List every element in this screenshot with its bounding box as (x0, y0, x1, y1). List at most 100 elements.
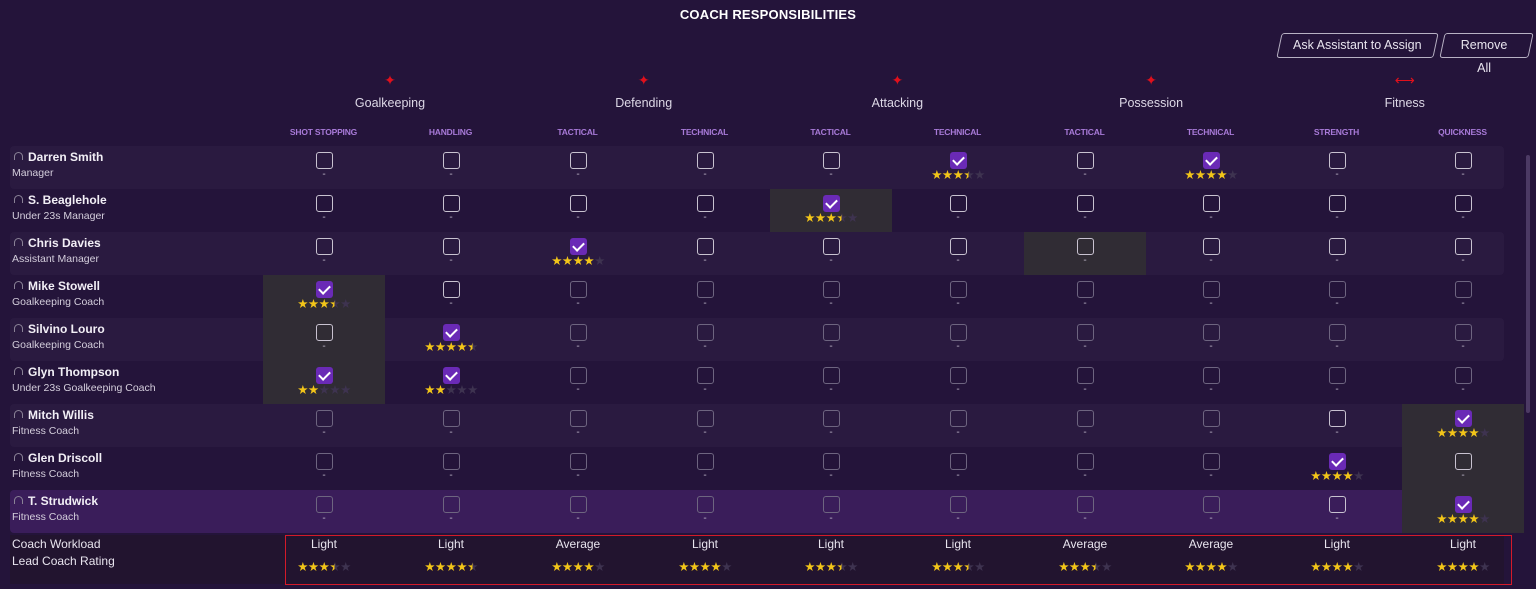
coach-name[interactable]: Mike Stowell (14, 279, 100, 293)
ask-assistant-to-assign-button[interactable]: Ask Assistant to Assign (1276, 33, 1439, 58)
responsibility-checkbox[interactable] (1203, 453, 1220, 470)
responsibility-checkbox[interactable] (1455, 453, 1472, 470)
responsibility-checkbox[interactable] (950, 496, 967, 513)
responsibility-checkbox[interactable] (697, 496, 714, 513)
responsibility-checkbox[interactable] (1077, 281, 1094, 298)
column-header[interactable]: TACTICAL (557, 127, 598, 137)
responsibility-checkbox[interactable] (1455, 195, 1472, 212)
coach-row[interactable]: Chris Davies Assistant Manager (10, 232, 1504, 275)
responsibility-checkbox[interactable] (823, 496, 840, 513)
responsibility-checkbox[interactable] (570, 324, 587, 341)
responsibility-checkbox[interactable] (1077, 453, 1094, 470)
responsibility-checkbox[interactable] (823, 410, 840, 427)
responsibility-checkbox[interactable] (950, 238, 967, 255)
responsibility-checkbox[interactable] (316, 496, 333, 513)
responsibility-checkbox[interactable] (1203, 238, 1220, 255)
responsibility-checkbox[interactable] (1203, 152, 1220, 169)
responsibility-checkbox[interactable] (570, 152, 587, 169)
responsibility-checkbox[interactable] (823, 324, 840, 341)
responsibility-checkbox[interactable] (697, 410, 714, 427)
responsibility-checkbox[interactable] (823, 152, 840, 169)
responsibility-checkbox[interactable] (697, 324, 714, 341)
coach-name[interactable]: Glen Driscoll (14, 451, 102, 465)
responsibility-checkbox[interactable] (1455, 496, 1472, 513)
responsibility-checkbox[interactable] (950, 324, 967, 341)
responsibility-checkbox[interactable] (1077, 324, 1094, 341)
responsibility-checkbox[interactable] (823, 453, 840, 470)
coach-row[interactable]: Silvino Louro Goalkeeping Coach (10, 318, 1504, 361)
responsibility-checkbox[interactable] (950, 410, 967, 427)
responsibility-checkbox[interactable] (1203, 410, 1220, 427)
responsibility-checkbox[interactable] (316, 367, 333, 384)
responsibility-checkbox[interactable] (697, 195, 714, 212)
column-header[interactable]: QUICKNESS (1438, 127, 1487, 137)
responsibility-checkbox[interactable] (823, 238, 840, 255)
column-header[interactable]: TACTICAL (810, 127, 851, 137)
coach-row[interactable]: S. Beaglehole Under 23s Manager (10, 189, 1504, 232)
responsibility-checkbox[interactable] (697, 152, 714, 169)
responsibility-checkbox[interactable] (570, 453, 587, 470)
responsibility-checkbox[interactable] (443, 367, 460, 384)
responsibility-checkbox[interactable] (1455, 324, 1472, 341)
column-header[interactable]: HANDLING (428, 127, 473, 137)
responsibility-checkbox[interactable] (1329, 453, 1346, 470)
responsibility-checkbox[interactable] (1203, 324, 1220, 341)
responsibility-checkbox[interactable] (1455, 238, 1472, 255)
responsibility-checkbox[interactable] (1455, 152, 1472, 169)
coach-name[interactable]: Silvino Louro (14, 322, 105, 336)
responsibility-checkbox[interactable] (316, 195, 333, 212)
column-header[interactable]: TECHNICAL (680, 127, 729, 137)
column-header[interactable]: STRENGTH (1313, 127, 1360, 137)
responsibility-checkbox[interactable] (1455, 367, 1472, 384)
responsibility-checkbox[interactable] (697, 238, 714, 255)
responsibility-checkbox[interactable] (1329, 195, 1346, 212)
responsibility-checkbox[interactable] (1077, 238, 1094, 255)
coach-name[interactable]: S. Beaglehole (14, 193, 107, 207)
responsibility-checkbox[interactable] (697, 367, 714, 384)
responsibility-checkbox[interactable] (823, 367, 840, 384)
responsibility-checkbox[interactable] (316, 324, 333, 341)
responsibility-checkbox[interactable] (443, 195, 460, 212)
responsibility-checkbox[interactable] (316, 453, 333, 470)
responsibility-checkbox[interactable] (1455, 410, 1472, 427)
responsibility-checkbox[interactable] (1203, 281, 1220, 298)
column-header[interactable]: TECHNICAL (1186, 127, 1235, 137)
column-header[interactable]: SHOT STOPPING (289, 127, 358, 137)
responsibility-checkbox[interactable] (570, 238, 587, 255)
responsibility-checkbox[interactable] (1329, 367, 1346, 384)
responsibility-checkbox[interactable] (443, 496, 460, 513)
responsibility-checkbox[interactable] (823, 195, 840, 212)
responsibility-checkbox[interactable] (1329, 324, 1346, 341)
coach-name[interactable]: Glyn Thompson (14, 365, 119, 379)
responsibility-checkbox[interactable] (1329, 152, 1346, 169)
responsibility-checkbox[interactable] (1077, 367, 1094, 384)
responsibility-checkbox[interactable] (1329, 410, 1346, 427)
coach-name[interactable]: Darren Smith (14, 150, 103, 164)
responsibility-checkbox[interactable] (1329, 238, 1346, 255)
coach-row[interactable]: Darren Smith Manager (10, 146, 1504, 189)
responsibility-checkbox[interactable] (1203, 496, 1220, 513)
responsibility-checkbox[interactable] (570, 367, 587, 384)
responsibility-checkbox[interactable] (316, 410, 333, 427)
responsibility-checkbox[interactable] (1077, 195, 1094, 212)
responsibility-checkbox[interactable] (443, 324, 460, 341)
coach-row[interactable]: Mike Stowell Goalkeeping Coach (10, 275, 1504, 318)
responsibility-checkbox[interactable] (697, 453, 714, 470)
responsibility-checkbox[interactable] (950, 281, 967, 298)
responsibility-checkbox[interactable] (823, 281, 840, 298)
responsibility-checkbox[interactable] (950, 453, 967, 470)
responsibility-checkbox[interactable] (1077, 496, 1094, 513)
responsibility-checkbox[interactable] (570, 281, 587, 298)
responsibility-checkbox[interactable] (570, 496, 587, 513)
responsibility-checkbox[interactable] (316, 281, 333, 298)
remove-all-button[interactable]: Remove All (1439, 33, 1534, 75)
responsibility-checkbox[interactable] (950, 367, 967, 384)
coach-row[interactable]: Glyn Thompson Under 23s Goalkeeping Coach (10, 361, 1504, 404)
responsibility-checkbox[interactable] (1203, 367, 1220, 384)
responsibility-checkbox[interactable] (316, 238, 333, 255)
responsibility-checkbox[interactable] (950, 152, 967, 169)
coach-row[interactable]: T. Strudwick Fitness Coach (10, 490, 1504, 533)
responsibility-checkbox[interactable] (1455, 281, 1472, 298)
responsibility-checkbox[interactable] (950, 195, 967, 212)
responsibility-checkbox[interactable] (697, 281, 714, 298)
